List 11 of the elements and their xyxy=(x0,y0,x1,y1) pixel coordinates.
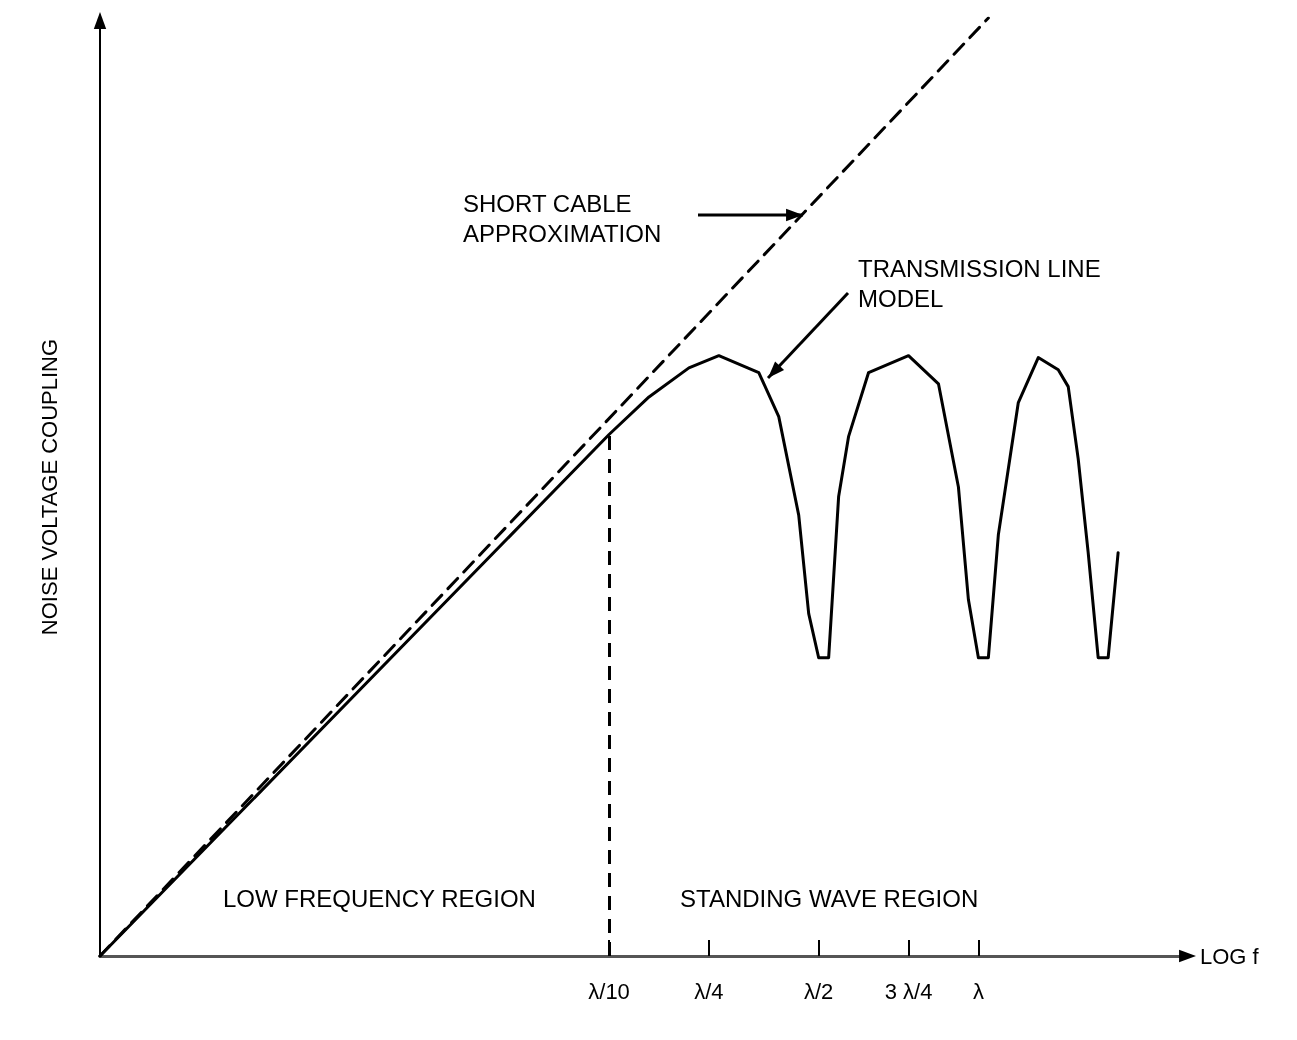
y-axis-title: NOISE VOLTAGE COUPLING xyxy=(36,338,62,636)
x-tick-label: λ/10 xyxy=(588,978,630,1004)
x-tick-label: λ/4 xyxy=(694,978,724,1004)
annotation: STANDING WAVE REGION xyxy=(680,884,979,912)
annotation: LOW FREQUENCY REGION xyxy=(223,884,536,912)
x-axis-title: LOG f xyxy=(1200,943,1260,969)
annotation: SHORT CABLE APPROXIMATION xyxy=(463,189,662,247)
x-tick-label: λ xyxy=(972,978,984,1004)
annotation: TRANSMISSION LINE MODEL xyxy=(858,254,1101,312)
x-tick-label: λ/2 xyxy=(804,978,834,1004)
x-tick-label: 3 λ/4 xyxy=(884,978,933,1004)
